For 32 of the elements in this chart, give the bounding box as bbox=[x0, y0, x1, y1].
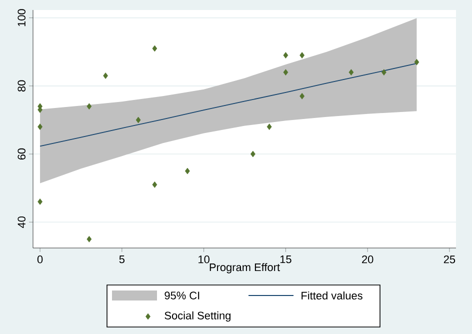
point bbox=[250, 150, 256, 158]
point bbox=[38, 198, 42, 205]
x-tick-label: 10 bbox=[198, 256, 210, 264]
point bbox=[266, 124, 272, 130]
point bbox=[300, 52, 305, 58]
y-tick-label: 40 bbox=[18, 216, 26, 228]
point bbox=[184, 168, 190, 174]
x-tick-label: 20 bbox=[362, 256, 374, 264]
point bbox=[38, 124, 42, 130]
x-tick-label: 0 bbox=[37, 256, 43, 264]
x-tick-label: 25 bbox=[444, 256, 456, 264]
legend-label: Fitted values bbox=[302, 291, 362, 300]
point bbox=[283, 52, 288, 58]
x-tick-label: 15 bbox=[280, 256, 292, 264]
y-tick-label: 80 bbox=[18, 80, 26, 92]
x-axis-title: Program Effort bbox=[210, 263, 280, 274]
y-tick-label: 100 bbox=[18, 9, 26, 26]
point bbox=[152, 181, 158, 188]
point bbox=[382, 69, 386, 76]
legend-label: Social Setting bbox=[164, 311, 230, 322]
point bbox=[152, 45, 158, 52]
point bbox=[300, 92, 305, 100]
point bbox=[414, 58, 420, 66]
y-tick-label: 60 bbox=[18, 148, 26, 160]
point bbox=[283, 69, 288, 76]
point bbox=[103, 72, 108, 79]
point bbox=[136, 116, 141, 124]
x-tick-label: 5 bbox=[119, 256, 124, 264]
text: 95% CI bbox=[164, 292, 200, 300]
point bbox=[86, 236, 92, 242]
point bbox=[348, 69, 354, 76]
point bbox=[86, 103, 92, 110]
